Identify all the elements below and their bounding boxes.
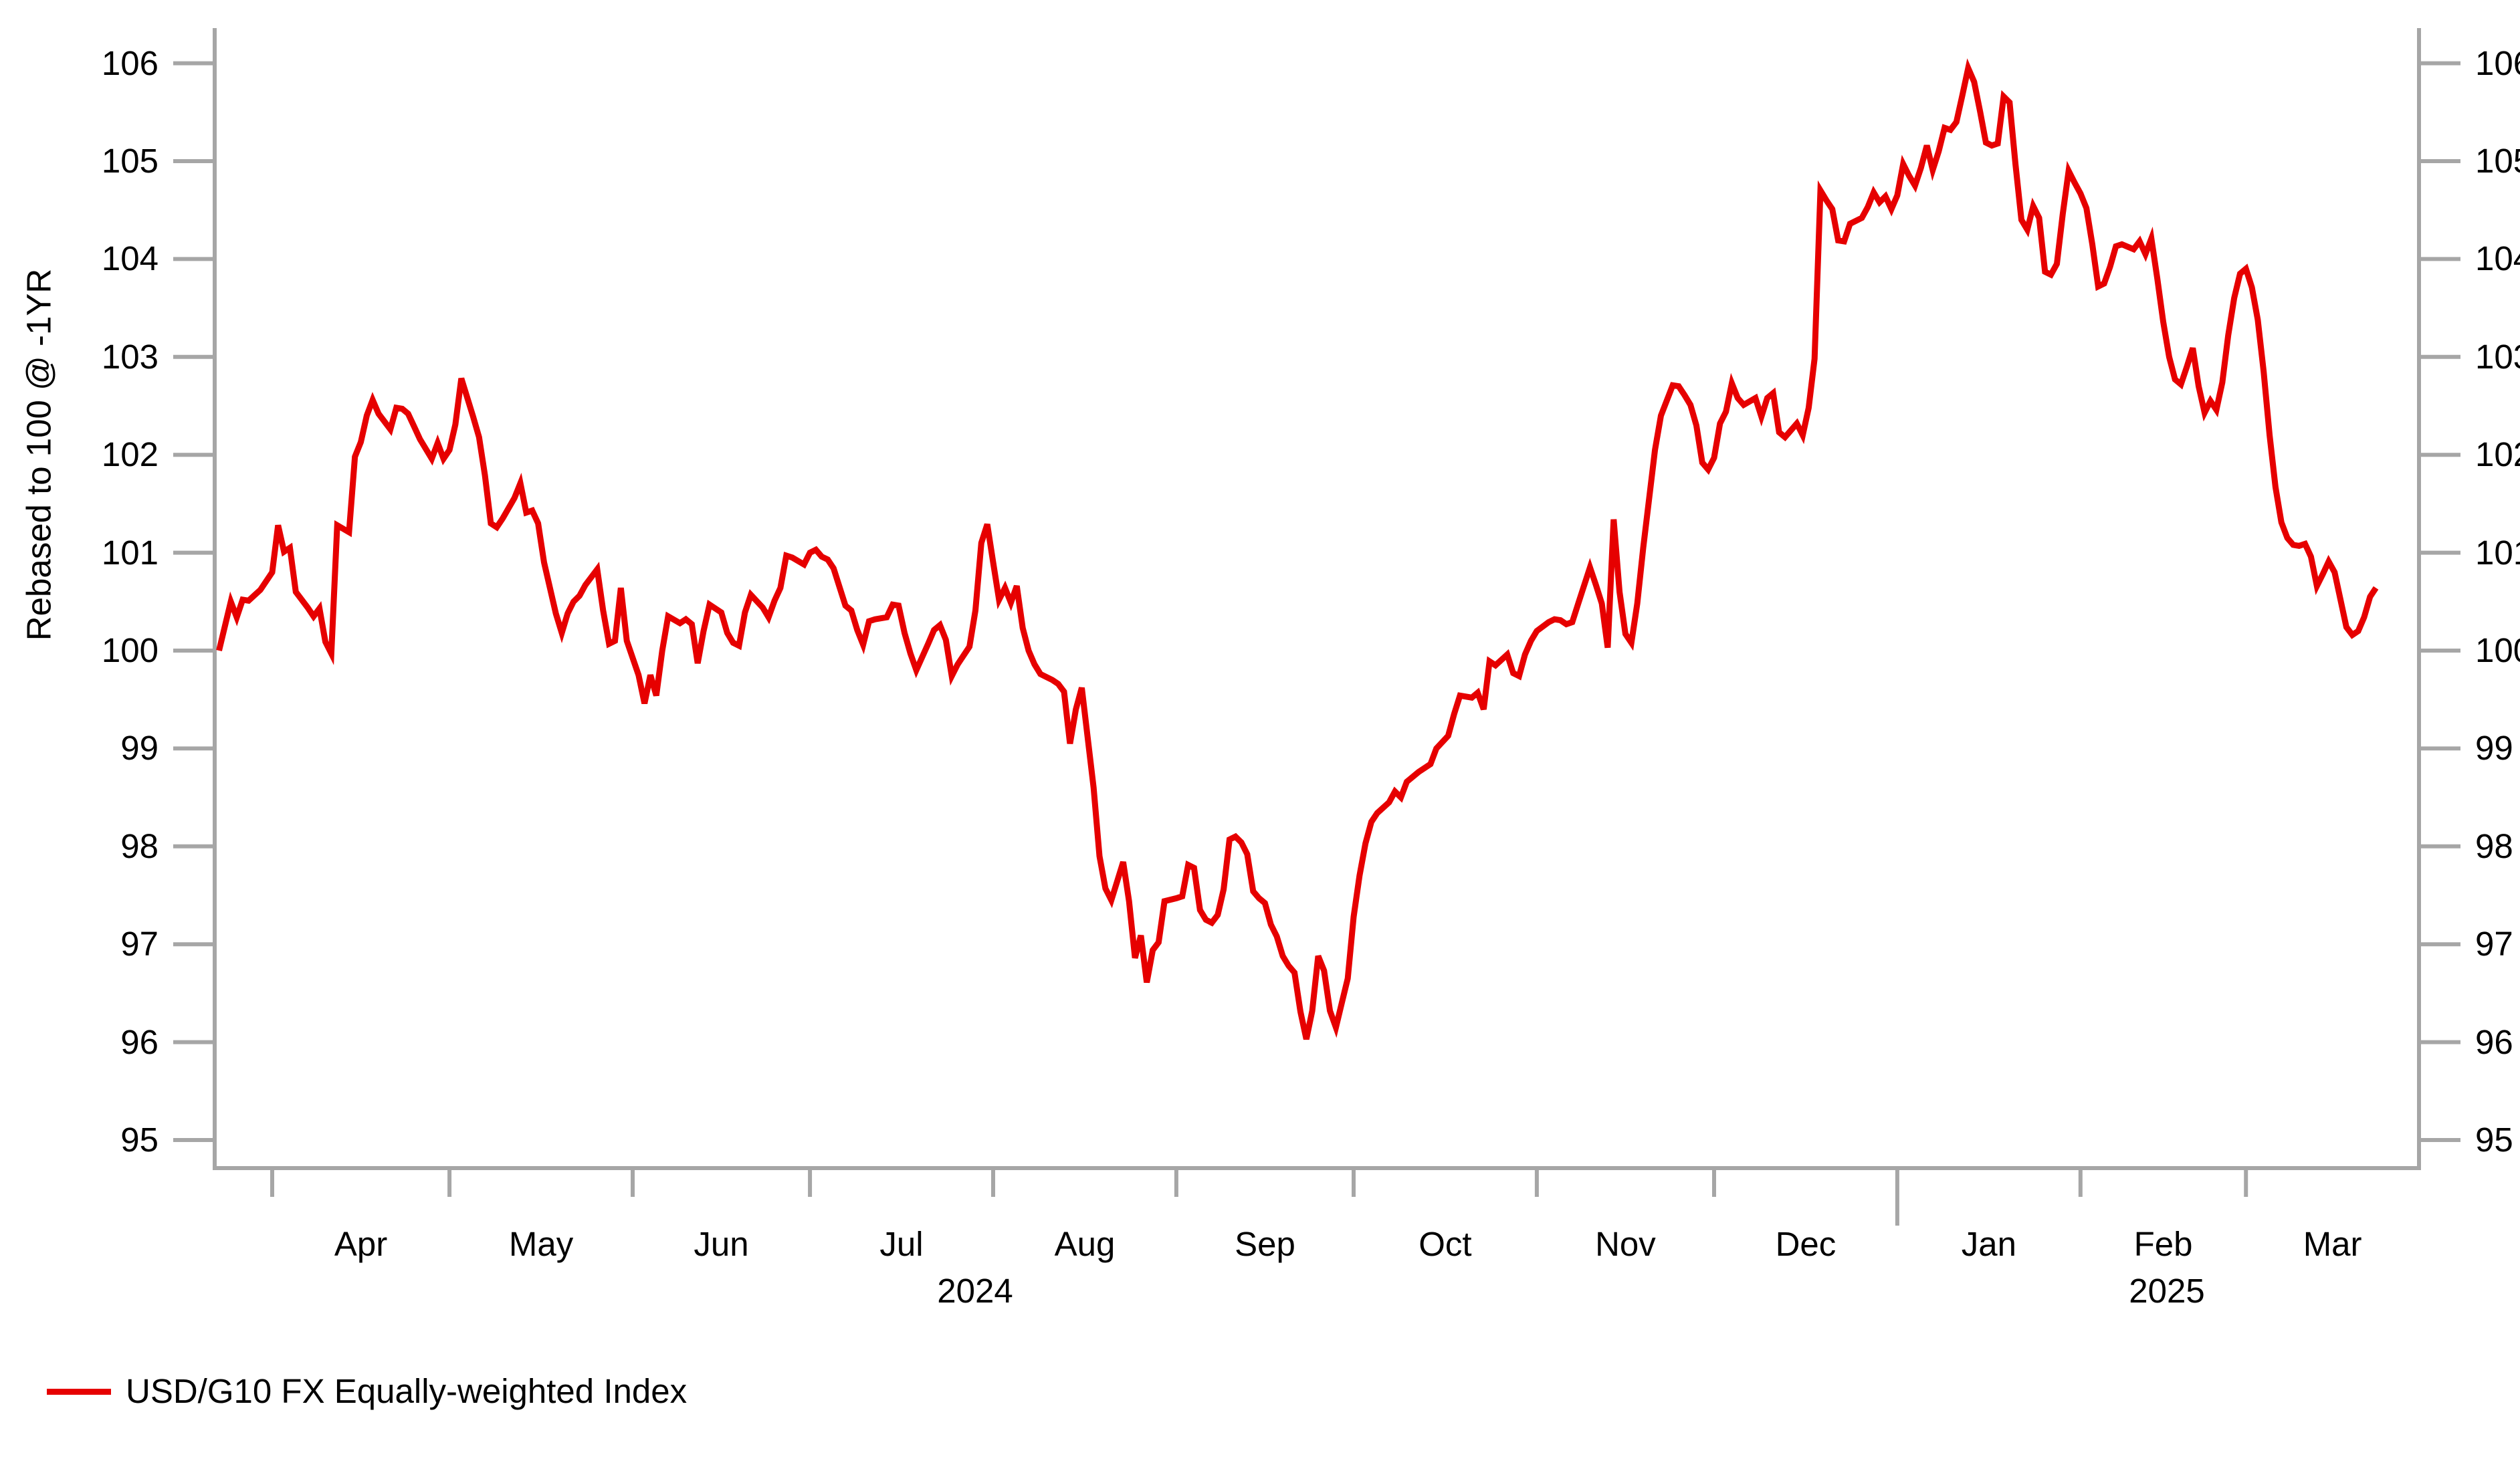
x-tick-label-month: Feb (2133, 1225, 2193, 1263)
x-tick-label-month: Jan (1961, 1225, 2016, 1263)
y-tick-label-right: 104 (2475, 239, 2520, 278)
y-tick-label-left: 103 (101, 337, 159, 376)
x-tick-label-month: Sep (1235, 1225, 1295, 1263)
y-tick-label-right: 98 (2475, 826, 2513, 865)
x-axis-year-label: 2025 (2129, 1272, 2205, 1310)
y-tick-label-right: 106 (2475, 43, 2520, 82)
y-tick-label-right: 102 (2475, 435, 2520, 474)
y-tick-label-left: 105 (101, 142, 159, 180)
x-tick-label-month: Mar (2303, 1225, 2362, 1263)
y-tick-label-left: 97 (120, 925, 159, 964)
y-tick-label-left: 99 (120, 729, 159, 768)
y-tick-label-right: 101 (2475, 533, 2520, 572)
y-tick-label-left: 104 (101, 239, 159, 278)
legend-line-swatch (47, 1388, 111, 1395)
x-tick-label-month: Nov (1595, 1225, 1656, 1263)
legend: USD/G10 FX Equally-weighted Index (47, 1368, 687, 1415)
y-tick-label-right: 103 (2475, 337, 2520, 376)
x-tick-label-month: May (508, 1225, 574, 1263)
y-tick-label-right: 95 (2475, 1121, 2513, 1159)
x-tick-label-month: Oct (1419, 1225, 1472, 1263)
y-tick-label-right: 97 (2475, 925, 2513, 964)
y-tick-label-right: 99 (2475, 729, 2513, 768)
series-line-usd-g10-fx-index (216, 58, 2379, 1040)
y-tick-label-right: 96 (2475, 1022, 2513, 1061)
y-tick-label-left: 98 (120, 826, 159, 865)
x-tick-label-month: Aug (1054, 1225, 1116, 1263)
x-tick-label-month: Apr (334, 1225, 388, 1263)
y-tick-label-left: 101 (101, 533, 159, 572)
x-axis-year-label: 2024 (937, 1272, 1013, 1310)
legend-label: USD/G10 FX Equally-weighted Index (126, 1372, 688, 1410)
x-tick-label-month: Jun (694, 1225, 749, 1263)
y-tick-label-left: 102 (101, 435, 159, 474)
y-tick-label-left: 106 (101, 43, 159, 82)
y-tick-label-left: 100 (101, 631, 159, 669)
y-tick-label-right: 105 (2475, 142, 2520, 180)
y-tick-label-left: 96 (120, 1022, 159, 1061)
x-tick-label-month: Jul (879, 1225, 924, 1263)
x-tick-label-month: Dec (1775, 1225, 1836, 1263)
y-tick-label-right: 100 (2475, 631, 2520, 669)
y-tick-label-left: 95 (120, 1121, 159, 1159)
